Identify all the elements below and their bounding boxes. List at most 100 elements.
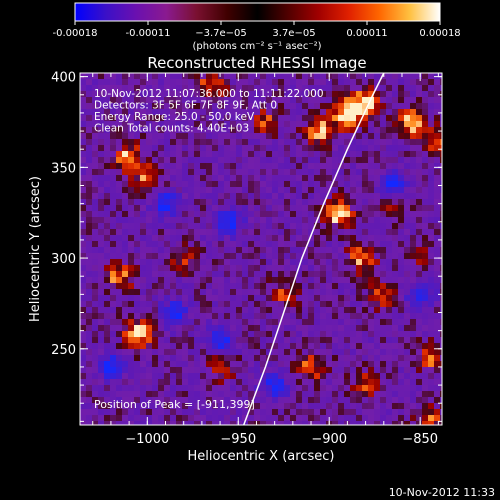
heatmap-cell — [224, 307, 231, 314]
heatmap-cell — [338, 199, 345, 206]
heatmap-cell — [272, 295, 279, 302]
heatmap-cell — [422, 115, 429, 122]
heatmap-cell — [116, 385, 123, 392]
heatmap-cell — [134, 373, 141, 380]
heatmap-cell — [296, 181, 303, 188]
heatmap-cell — [368, 109, 375, 116]
heatmap-cell — [422, 133, 429, 140]
heatmap-cell — [86, 271, 93, 278]
heatmap-cell — [314, 115, 321, 122]
heatmap-cell — [176, 151, 183, 158]
heatmap-cell — [434, 373, 441, 380]
heatmap-cell — [326, 289, 333, 296]
heatmap-cell — [164, 127, 171, 134]
heatmap-cell — [428, 253, 435, 260]
heatmap-cell — [404, 325, 411, 332]
heatmap-cell — [110, 271, 117, 278]
heatmap-cell — [296, 259, 303, 266]
heatmap-cell — [158, 421, 165, 425]
heatmap-cell — [128, 157, 135, 164]
heatmap-cell — [410, 265, 417, 272]
heatmap-cell — [284, 133, 291, 140]
heatmap-cell — [344, 271, 351, 278]
heatmap-cell — [176, 181, 183, 188]
heatmap-cell — [344, 79, 351, 86]
heatmap-cell — [218, 91, 225, 98]
heatmap-cell — [254, 157, 261, 164]
heatmap-cell — [332, 307, 339, 314]
heatmap-cell — [260, 331, 267, 338]
heatmap-cell — [170, 73, 177, 80]
heatmap-cell — [440, 289, 442, 296]
heatmap-cell — [344, 319, 351, 326]
heatmap-cell — [296, 169, 303, 176]
heatmap-cell — [326, 235, 333, 242]
heatmap-cell — [428, 331, 435, 338]
heatmap-cell — [146, 91, 153, 98]
heatmap-cell — [98, 421, 105, 425]
heatmap-cell — [422, 127, 429, 134]
heatmap-cell — [242, 355, 249, 362]
heatmap-cell — [194, 223, 201, 230]
heatmap-cell — [278, 343, 285, 350]
heatmap-cell — [398, 241, 405, 248]
heatmap-cell — [404, 181, 411, 188]
heatmap-cell — [236, 379, 243, 386]
heatmap-cell — [248, 337, 255, 344]
heatmap-cell — [218, 199, 225, 206]
heatmap-cell — [356, 295, 363, 302]
heatmap-cell — [110, 367, 117, 374]
heatmap-cell — [86, 409, 93, 416]
heatmap-cell — [146, 211, 153, 218]
heatmap-cell — [254, 271, 261, 278]
heatmap-cell — [422, 175, 429, 182]
heatmap-cell — [242, 391, 249, 398]
heatmap-cell — [230, 415, 237, 422]
heatmap-cell — [248, 283, 255, 290]
heatmap-cell — [398, 325, 405, 332]
heatmap-cell — [404, 175, 411, 182]
heatmap-cell — [392, 205, 399, 212]
heatmap-cell — [314, 331, 321, 338]
heatmap-cell — [440, 325, 442, 332]
heatmap-cell — [224, 313, 231, 320]
heatmap-cell — [266, 91, 273, 98]
heatmap-cell — [416, 253, 423, 260]
heatmap-cell — [434, 97, 441, 104]
heatmap-cell — [416, 85, 423, 92]
heatmap-cell — [206, 223, 213, 230]
heatmap-cell — [440, 271, 442, 278]
heatmap-cell — [80, 271, 87, 278]
heatmap-cell — [236, 199, 243, 206]
heatmap-cell — [134, 91, 141, 98]
heatmap-cell — [104, 385, 111, 392]
colorbar-tick-label: -0.00018 — [53, 28, 98, 39]
heatmap-cell — [146, 73, 153, 80]
heatmap-cell — [140, 145, 147, 152]
heatmap-cell — [242, 157, 249, 164]
heatmap-cell — [188, 307, 195, 314]
heatmap-cell — [350, 253, 357, 260]
heatmap-cell — [344, 103, 351, 110]
heatmap-cell — [260, 115, 267, 122]
heatmap-cell — [230, 385, 237, 392]
heatmap-cell — [350, 271, 357, 278]
heatmap-cell — [116, 331, 123, 338]
heatmap-cell — [236, 307, 243, 314]
heatmap-cell — [230, 355, 237, 362]
heatmap-cell — [308, 253, 315, 260]
heatmap-cell — [374, 175, 381, 182]
heatmap-cell — [434, 199, 441, 206]
heatmap-cell — [416, 391, 423, 398]
heatmap-cell — [410, 121, 417, 128]
heatmap-cell — [260, 271, 267, 278]
heatmap-cell — [278, 97, 285, 104]
heatmap-cell — [422, 211, 429, 218]
heatmap-cell — [410, 217, 417, 224]
heatmap-cell — [182, 373, 189, 380]
heatmap-cell — [380, 319, 387, 326]
heatmap-cell — [206, 109, 213, 116]
heatmap-cell — [422, 235, 429, 242]
heatmap-cell — [194, 229, 201, 236]
heatmap-cell — [320, 379, 327, 386]
